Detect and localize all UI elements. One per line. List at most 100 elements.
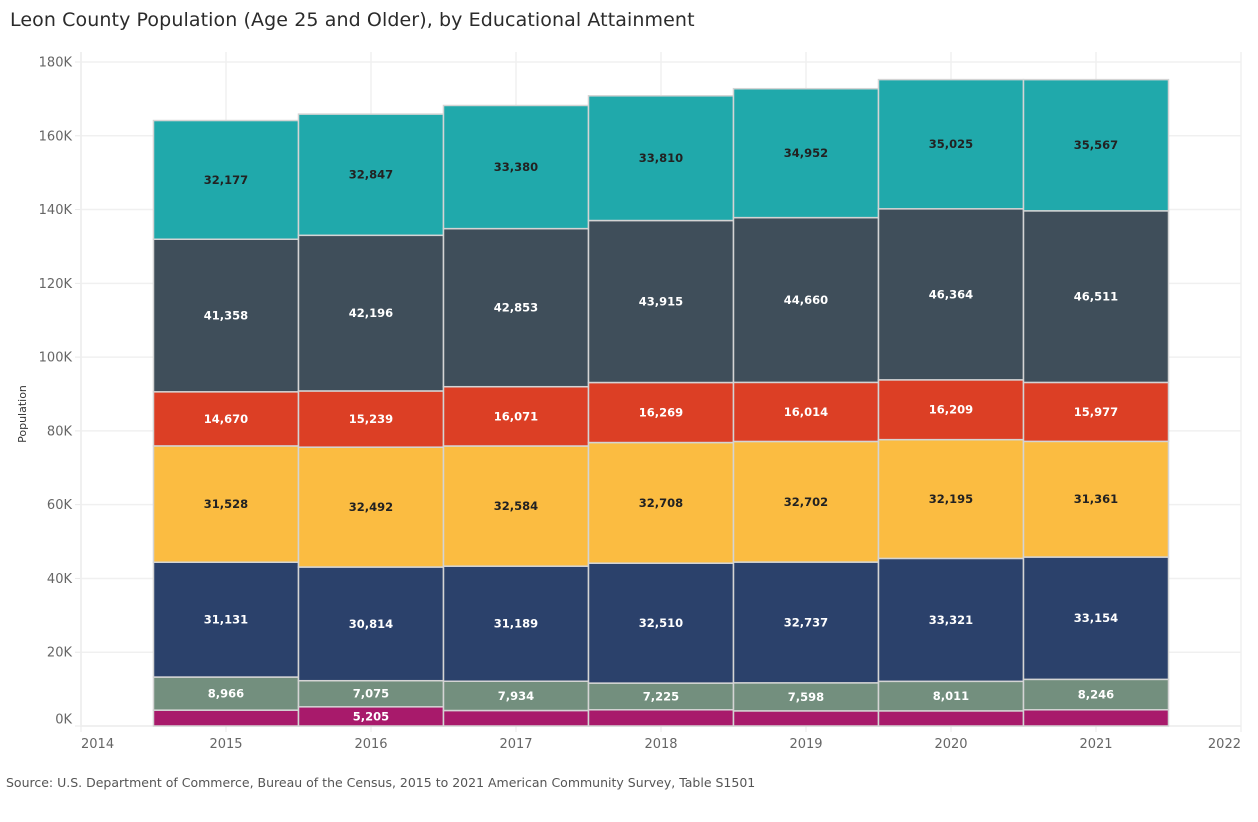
bar-segment (877, 438, 1025, 560)
data-label: 42,853 (494, 301, 538, 315)
y-tick-label: 160K (39, 129, 73, 144)
x-tick-label: 2019 (789, 737, 822, 752)
bar-segment (152, 391, 300, 447)
y-tick-label: 140K (39, 203, 73, 218)
data-label: 32,492 (349, 500, 393, 514)
data-label: 16,014 (784, 405, 828, 419)
data-label: 7,225 (643, 689, 679, 703)
data-label: 16,071 (494, 409, 538, 423)
bar-segment (152, 709, 300, 727)
data-label: 44,660 (784, 293, 828, 307)
data-label: 8,246 (1078, 688, 1114, 702)
bar-segment (442, 104, 590, 230)
data-label: 33,810 (639, 151, 683, 165)
bar-segment (1022, 709, 1170, 727)
data-label: 33,154 (1074, 611, 1118, 625)
bar-segment (732, 710, 880, 727)
data-label: 35,025 (929, 137, 973, 151)
data-label: 41,358 (204, 309, 248, 323)
data-label: 46,364 (929, 287, 973, 301)
x-tick-label: 2018 (644, 737, 677, 752)
y-axis-title: Population (16, 385, 29, 443)
bar-segment (297, 113, 445, 237)
y-tick-label: 0K (55, 713, 72, 728)
bar-segment (587, 381, 735, 444)
y-tick-label: 80K (47, 424, 73, 439)
data-label: 16,269 (639, 406, 683, 420)
bar-segment (1022, 210, 1170, 384)
y-tick-label: 20K (47, 646, 73, 661)
bar-segment (1022, 381, 1170, 443)
data-label: 32,195 (929, 492, 973, 506)
x-tick-label: 2014 (81, 737, 114, 752)
data-label: 46,511 (1074, 290, 1118, 304)
y-tick-label: 120K (39, 277, 73, 292)
data-label: 34,952 (784, 146, 828, 160)
bar-segment (732, 440, 880, 563)
x-tick-label: 2022 (1208, 737, 1241, 752)
data-label: 8,966 (208, 687, 244, 701)
bar-segment (1022, 78, 1170, 212)
y-tick-label: 100K (39, 351, 73, 366)
bar-segment (297, 446, 445, 568)
bar-segment (1022, 556, 1170, 681)
data-label: 5,205 (353, 709, 389, 723)
data-label: 7,934 (498, 689, 534, 703)
chart-title: Leon County Population (Age 25 and Older… (10, 9, 695, 31)
data-label: 30,814 (349, 617, 393, 631)
bar-segment (587, 682, 735, 711)
x-tick-label: 2015 (209, 737, 242, 752)
bar-segment (587, 709, 735, 727)
data-label: 8,011 (933, 689, 969, 703)
data-label: 31,131 (204, 613, 248, 627)
data-label: 7,075 (353, 687, 389, 701)
bar-segment (732, 87, 880, 219)
data-label: 15,977 (1074, 405, 1118, 419)
y-tick-label: 60K (47, 498, 73, 513)
data-label: 35,567 (1074, 138, 1118, 152)
bar-segment (877, 379, 1025, 441)
data-label: 32,177 (204, 173, 248, 187)
data-label: 14,670 (204, 412, 248, 426)
data-label: 42,196 (349, 306, 393, 320)
bar-segment (732, 216, 880, 384)
data-label: 33,321 (929, 613, 973, 627)
bar-segment (442, 445, 590, 567)
data-label: 31,361 (1074, 492, 1118, 506)
data-label: 32,847 (349, 168, 393, 182)
data-label: 7,598 (788, 690, 824, 704)
y-tick-label: 40K (47, 572, 73, 587)
data-label: 32,510 (639, 616, 683, 630)
x-tick-label: 2016 (354, 737, 387, 752)
bar-segment (152, 676, 300, 711)
bar-segment (587, 441, 735, 564)
bar-segment (442, 709, 590, 727)
x-tick-label: 2021 (1079, 737, 1112, 752)
data-label: 32,737 (784, 615, 828, 629)
x-tick-label: 2020 (934, 737, 967, 752)
bar-segment (152, 238, 300, 393)
bar-segment (877, 680, 1025, 712)
bar-segment (877, 710, 1025, 727)
bar-segment (297, 566, 445, 682)
y-tick-label: 180K (39, 56, 73, 71)
bar-segment (152, 445, 300, 563)
data-label: 32,702 (784, 495, 828, 509)
data-label: 33,380 (494, 160, 538, 174)
data-label: 43,915 (639, 295, 683, 309)
source-note: Source: U.S. Department of Commerce, Bur… (6, 775, 756, 790)
data-label: 32,584 (494, 499, 538, 513)
bar-segment (152, 119, 300, 240)
bar-segment (877, 557, 1025, 683)
data-label: 16,209 (929, 403, 973, 417)
x-tick-label: 2017 (499, 737, 532, 752)
data-label: 32,708 (639, 496, 683, 510)
data-label: 31,528 (204, 497, 248, 511)
bar-segment (587, 562, 735, 684)
bar-segment (442, 227, 590, 388)
data-label: 31,189 (494, 617, 538, 631)
bar-segment (297, 234, 445, 392)
data-label: 15,239 (349, 412, 393, 426)
bar-segment (877, 78, 1025, 210)
